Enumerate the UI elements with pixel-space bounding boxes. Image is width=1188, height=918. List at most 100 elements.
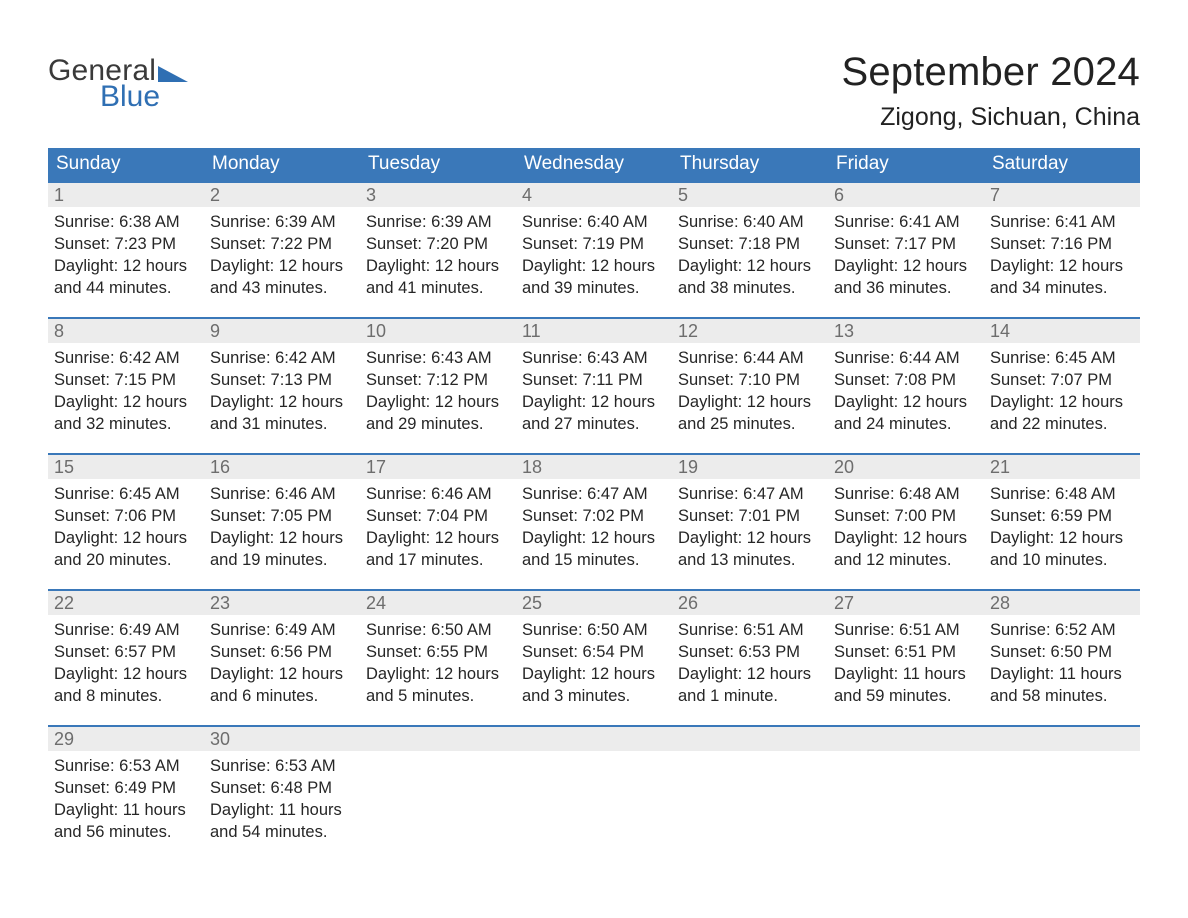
day-cell: 22Sunrise: 6:49 AMSunset: 6:57 PMDayligh… [48, 591, 204, 711]
day-number: 25 [516, 591, 672, 615]
daylight: Daylight: 12 hours and 39 minutes. [522, 255, 666, 299]
sunset: Sunset: 7:11 PM [522, 369, 666, 391]
sunset: Sunset: 7:23 PM [54, 233, 198, 255]
daylight: Daylight: 12 hours and 38 minutes. [678, 255, 822, 299]
sunset: Sunset: 7:18 PM [678, 233, 822, 255]
day-body: Sunrise: 6:53 AMSunset: 6:48 PMDaylight:… [204, 751, 360, 847]
day-body: Sunrise: 6:40 AMSunset: 7:19 PMDaylight:… [516, 207, 672, 303]
daylight: Daylight: 12 hours and 22 minutes. [990, 391, 1134, 435]
sunset: Sunset: 7:19 PM [522, 233, 666, 255]
day-number [672, 727, 828, 751]
sunrise: Sunrise: 6:38 AM [54, 211, 198, 233]
daylight: Daylight: 12 hours and 5 minutes. [366, 663, 510, 707]
sunset: Sunset: 7:05 PM [210, 505, 354, 527]
sunset: Sunset: 6:49 PM [54, 777, 198, 799]
daylight: Daylight: 12 hours and 29 minutes. [366, 391, 510, 435]
sunrise: Sunrise: 6:53 AM [210, 755, 354, 777]
daylight: Daylight: 12 hours and 32 minutes. [54, 391, 198, 435]
sunset: Sunset: 6:53 PM [678, 641, 822, 663]
daylight: Daylight: 11 hours and 59 minutes. [834, 663, 978, 707]
day-body: Sunrise: 6:46 AMSunset: 7:04 PMDaylight:… [360, 479, 516, 575]
day-cell [984, 727, 1140, 847]
brand-word-2: Blue [48, 82, 188, 112]
day-body: Sunrise: 6:48 AMSunset: 7:00 PMDaylight:… [828, 479, 984, 575]
daylight: Daylight: 11 hours and 58 minutes. [990, 663, 1134, 707]
sunset: Sunset: 7:01 PM [678, 505, 822, 527]
day-body: Sunrise: 6:47 AMSunset: 7:01 PMDaylight:… [672, 479, 828, 575]
sunrise: Sunrise: 6:42 AM [54, 347, 198, 369]
day-body: Sunrise: 6:40 AMSunset: 7:18 PMDaylight:… [672, 207, 828, 303]
daylight: Daylight: 12 hours and 20 minutes. [54, 527, 198, 571]
sunset: Sunset: 7:00 PM [834, 505, 978, 527]
day-number: 13 [828, 319, 984, 343]
day-cell: 6Sunrise: 6:41 AMSunset: 7:17 PMDaylight… [828, 183, 984, 303]
day-number: 5 [672, 183, 828, 207]
sunrise: Sunrise: 6:49 AM [210, 619, 354, 641]
day-body [984, 751, 1140, 759]
daylight: Daylight: 12 hours and 15 minutes. [522, 527, 666, 571]
day-number [360, 727, 516, 751]
sunset: Sunset: 6:59 PM [990, 505, 1134, 527]
day-cell: 15Sunrise: 6:45 AMSunset: 7:06 PMDayligh… [48, 455, 204, 575]
day-number: 9 [204, 319, 360, 343]
daylight: Daylight: 12 hours and 41 minutes. [366, 255, 510, 299]
day-number: 18 [516, 455, 672, 479]
day-number: 6 [828, 183, 984, 207]
day-body: Sunrise: 6:47 AMSunset: 7:02 PMDaylight:… [516, 479, 672, 575]
sunrise: Sunrise: 6:41 AM [834, 211, 978, 233]
day-number: 20 [828, 455, 984, 479]
sunrise: Sunrise: 6:44 AM [678, 347, 822, 369]
day-number: 28 [984, 591, 1140, 615]
daylight: Daylight: 12 hours and 34 minutes. [990, 255, 1134, 299]
sunset: Sunset: 6:50 PM [990, 641, 1134, 663]
day-body: Sunrise: 6:41 AMSunset: 7:16 PMDaylight:… [984, 207, 1140, 303]
daylight: Daylight: 12 hours and 27 minutes. [522, 391, 666, 435]
day-body [516, 751, 672, 759]
daylight: Daylight: 12 hours and 17 minutes. [366, 527, 510, 571]
day-cell: 11Sunrise: 6:43 AMSunset: 7:11 PMDayligh… [516, 319, 672, 439]
day-number: 21 [984, 455, 1140, 479]
day-number: 3 [360, 183, 516, 207]
sunset: Sunset: 6:51 PM [834, 641, 978, 663]
day-number: 16 [204, 455, 360, 479]
month-title: September 2024 [841, 50, 1140, 95]
sunset: Sunset: 6:57 PM [54, 641, 198, 663]
day-body: Sunrise: 6:42 AMSunset: 7:13 PMDaylight:… [204, 343, 360, 439]
day-cell: 25Sunrise: 6:50 AMSunset: 6:54 PMDayligh… [516, 591, 672, 711]
sunset: Sunset: 7:12 PM [366, 369, 510, 391]
daylight: Daylight: 12 hours and 36 minutes. [834, 255, 978, 299]
day-body: Sunrise: 6:43 AMSunset: 7:11 PMDaylight:… [516, 343, 672, 439]
day-number: 7 [984, 183, 1140, 207]
day-cell: 14Sunrise: 6:45 AMSunset: 7:07 PMDayligh… [984, 319, 1140, 439]
sunrise: Sunrise: 6:39 AM [210, 211, 354, 233]
day-cell: 1Sunrise: 6:38 AMSunset: 7:23 PMDaylight… [48, 183, 204, 303]
sunrise: Sunrise: 6:50 AM [366, 619, 510, 641]
calendar-week: 29Sunrise: 6:53 AMSunset: 6:49 PMDayligh… [48, 725, 1140, 847]
sunrise: Sunrise: 6:43 AM [366, 347, 510, 369]
day-cell: 7Sunrise: 6:41 AMSunset: 7:16 PMDaylight… [984, 183, 1140, 303]
day-cell: 21Sunrise: 6:48 AMSunset: 6:59 PMDayligh… [984, 455, 1140, 575]
day-number: 8 [48, 319, 204, 343]
sunrise: Sunrise: 6:50 AM [522, 619, 666, 641]
sunset: Sunset: 7:04 PM [366, 505, 510, 527]
day-number: 17 [360, 455, 516, 479]
day-body: Sunrise: 6:45 AMSunset: 7:06 PMDaylight:… [48, 479, 204, 575]
sunrise: Sunrise: 6:48 AM [990, 483, 1134, 505]
weekday-header: Sunday Monday Tuesday Wednesday Thursday… [48, 148, 1140, 181]
day-cell: 10Sunrise: 6:43 AMSunset: 7:12 PMDayligh… [360, 319, 516, 439]
day-body: Sunrise: 6:38 AMSunset: 7:23 PMDaylight:… [48, 207, 204, 303]
sunrise: Sunrise: 6:39 AM [366, 211, 510, 233]
day-number: 15 [48, 455, 204, 479]
daylight: Daylight: 12 hours and 43 minutes. [210, 255, 354, 299]
sunrise: Sunrise: 6:46 AM [366, 483, 510, 505]
sunset: Sunset: 7:16 PM [990, 233, 1134, 255]
day-number: 2 [204, 183, 360, 207]
brand-logo: General Blue [48, 50, 188, 112]
sunrise: Sunrise: 6:42 AM [210, 347, 354, 369]
sunset: Sunset: 7:08 PM [834, 369, 978, 391]
day-number: 27 [828, 591, 984, 615]
sunset: Sunset: 6:56 PM [210, 641, 354, 663]
day-number: 30 [204, 727, 360, 751]
day-cell: 17Sunrise: 6:46 AMSunset: 7:04 PMDayligh… [360, 455, 516, 575]
day-cell [672, 727, 828, 847]
